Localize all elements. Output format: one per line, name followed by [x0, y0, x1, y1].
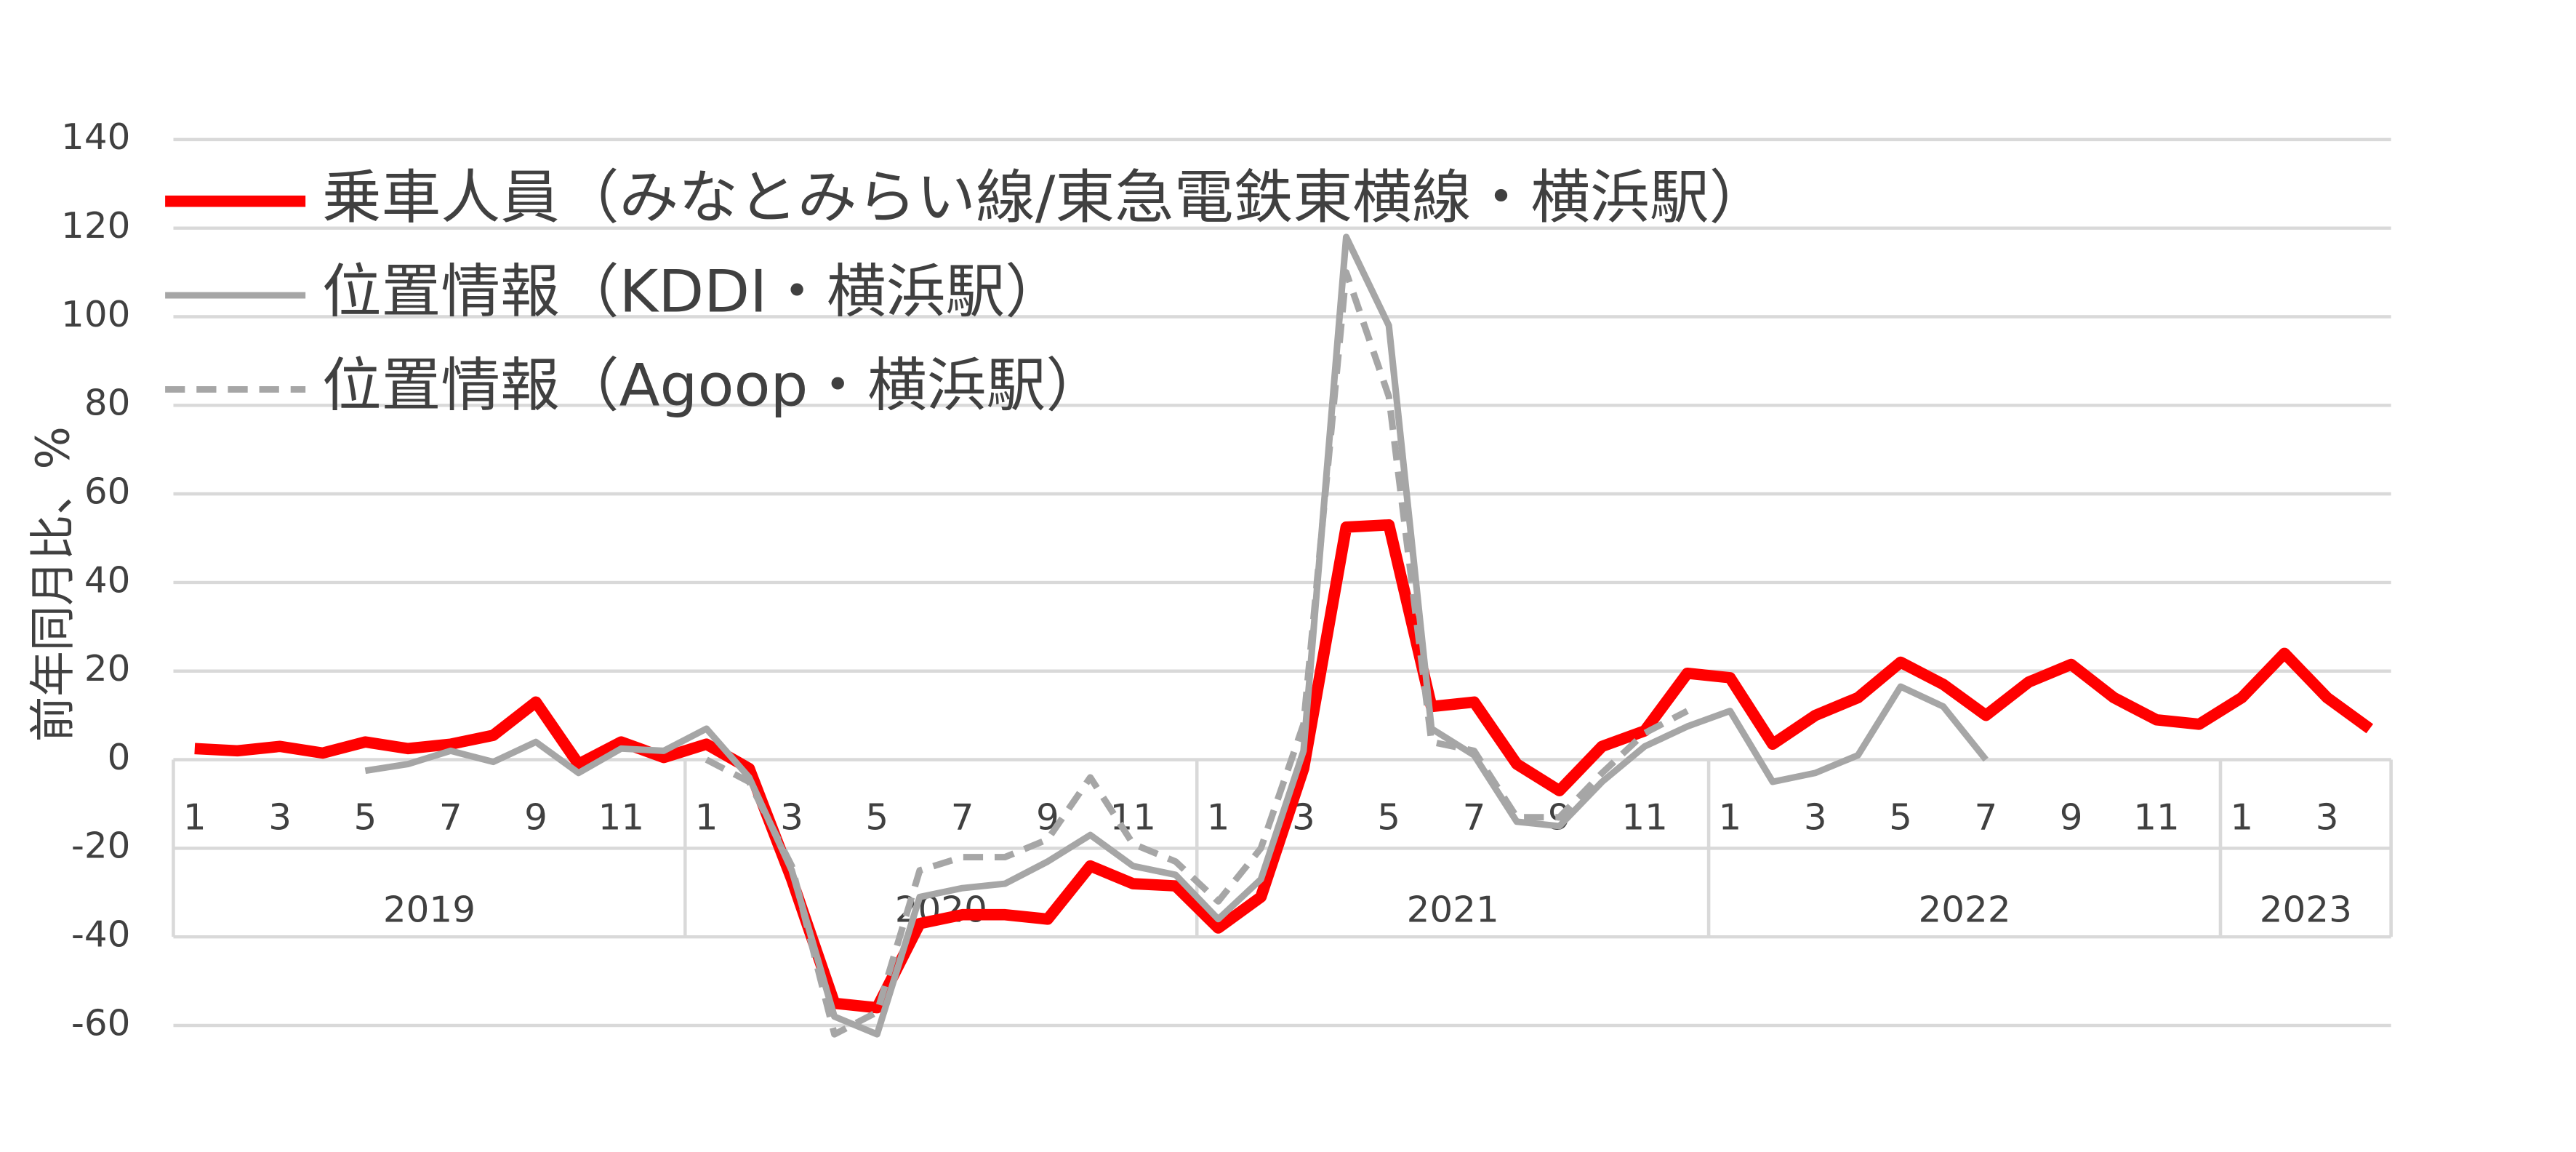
- x-tick-label: 1: [1207, 796, 1230, 838]
- x-tick-label: 7: [1463, 796, 1486, 838]
- y-tick-label: 20: [84, 648, 131, 689]
- x-group-label: 2022: [1918, 889, 2010, 930]
- x-tick-label: 1: [1719, 796, 1742, 838]
- x-tick-label: 1: [2230, 796, 2253, 838]
- x-group-label: 2021: [1407, 889, 1499, 930]
- series-line: [705, 269, 1689, 1038]
- y-tick-label: 60: [84, 471, 131, 512]
- x-tick-label: 11: [2133, 796, 2180, 838]
- x-tick-label: 7: [1974, 796, 1997, 838]
- x-tick-label: 5: [354, 796, 377, 838]
- x-tick-label: 11: [1110, 796, 1156, 838]
- y-tick-label: 0: [108, 736, 131, 777]
- series-line: [364, 233, 1989, 1038]
- x-tick-label: 9: [524, 796, 547, 838]
- x-tick-label: 7: [951, 796, 974, 838]
- x-group-label: 2023: [2260, 889, 2352, 930]
- y-tick-label: -60: [71, 1002, 131, 1044]
- x-tick-label: 3: [780, 796, 803, 838]
- legend-label: 位置情報（KDDI・横浜駅）: [322, 258, 1064, 326]
- legend-label: 位置情報（Agoop・横浜駅）: [322, 352, 1105, 420]
- x-tick-label: 11: [598, 796, 645, 838]
- x-tick-label: 11: [1621, 796, 1668, 838]
- y-tick-label: -40: [71, 913, 131, 955]
- x-tick-label: 9: [2060, 796, 2083, 838]
- y-tick-label: 140: [61, 116, 130, 158]
- y-tick-label: 80: [84, 382, 131, 423]
- x-tick-label: 7: [439, 796, 462, 838]
- x-group-label: 2019: [383, 889, 476, 930]
- series-line: [194, 519, 2374, 1014]
- y-tick-label: 40: [84, 559, 131, 601]
- y-tick-label: 120: [61, 204, 130, 246]
- x-tick-label: 5: [865, 796, 888, 838]
- x-tick-label: 5: [1377, 796, 1400, 838]
- y-axis-label: 前年同月比、%: [25, 426, 80, 742]
- x-tick-label: 3: [268, 796, 292, 838]
- x-tick-label: 1: [183, 796, 206, 838]
- x-tick-label: 3: [1804, 796, 1827, 838]
- y-tick-label: -20: [71, 825, 131, 866]
- x-tick-label: 1: [695, 796, 718, 838]
- x-tick-label: 5: [1889, 796, 1912, 838]
- x-tick-label: 3: [2316, 796, 2339, 838]
- y-tick-label: 100: [61, 293, 130, 335]
- legend-label: 乗車人員（みなとみらい線/東急電鉄東横線・横浜駅）: [322, 164, 1769, 232]
